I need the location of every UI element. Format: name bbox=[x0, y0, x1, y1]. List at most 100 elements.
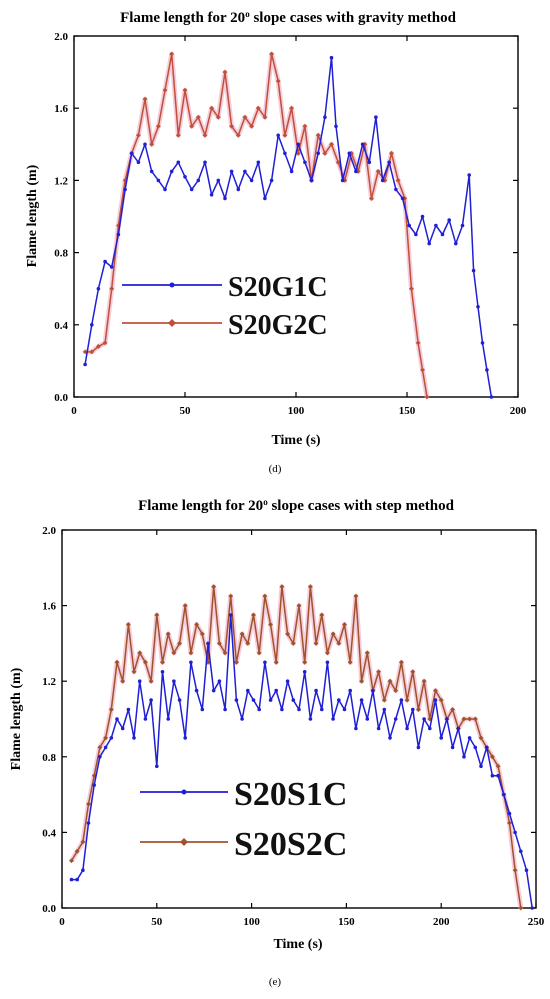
data-point-s20s1c bbox=[160, 670, 165, 674]
data-point-s20s1c bbox=[149, 698, 153, 702]
data-point-s20s2c bbox=[410, 669, 416, 675]
data-point-s20g2c bbox=[96, 344, 101, 349]
x-tick-label: 0 bbox=[71, 405, 77, 417]
data-point-s20g1c bbox=[143, 142, 147, 147]
data-point-s20s1c bbox=[462, 755, 466, 759]
data-point-s20s1c bbox=[143, 717, 148, 721]
data-point-s20g1c bbox=[103, 259, 107, 264]
x-tick-label: 150 bbox=[338, 916, 355, 928]
data-point-s20s2c bbox=[336, 641, 342, 646]
y-tick-label: 0.0 bbox=[42, 903, 56, 915]
data-point-s20s2c bbox=[171, 650, 177, 656]
data-point-s20s1c bbox=[211, 688, 216, 693]
data-point-s20s2c bbox=[114, 659, 120, 665]
data-point-s20g1c bbox=[176, 160, 181, 165]
legend: S20G1C S20G2C bbox=[122, 272, 328, 341]
data-point-s20g2c bbox=[229, 123, 235, 129]
data-point-s20s2c bbox=[245, 641, 251, 646]
data-point-s20g1c bbox=[229, 169, 234, 174]
data-point-s20g2c bbox=[415, 340, 421, 346]
legend: S20S1C S20S2C bbox=[140, 776, 347, 863]
data-point-s20g2c bbox=[102, 340, 108, 346]
data-point-s20s1c bbox=[109, 736, 114, 740]
y-tick-label: 1.2 bbox=[42, 676, 56, 688]
data-point-s20s1c bbox=[297, 707, 301, 712]
data-point-s20g1c bbox=[196, 178, 201, 183]
data-point-s20s2c bbox=[387, 678, 393, 684]
data-point-s20s1c bbox=[69, 877, 74, 882]
data-point-s20s2c bbox=[137, 650, 143, 656]
legend-label-s20s2c: S20S2C bbox=[234, 826, 347, 863]
data-point-s20g2c bbox=[249, 123, 254, 129]
data-point-s20s1c bbox=[120, 726, 125, 731]
data-point-s20g2c bbox=[322, 150, 328, 156]
data-point-s20g1c bbox=[316, 151, 321, 156]
data-point-s20s1c bbox=[416, 745, 421, 750]
data-point-s20s2c bbox=[131, 669, 137, 675]
panel-caption: (e) bbox=[269, 976, 282, 988]
data-point-s20s1c bbox=[92, 783, 96, 787]
data-point-s20g2c bbox=[155, 123, 161, 129]
data-point-s20s1c bbox=[354, 726, 358, 731]
x-tick-label: 200 bbox=[433, 916, 450, 928]
data-point-s20g2c bbox=[389, 150, 394, 156]
data-point-s20s1c bbox=[217, 679, 222, 683]
legend-marker-s20s1c bbox=[181, 789, 187, 795]
data-point-s20s1c bbox=[246, 688, 250, 693]
data-point-s20g2c bbox=[195, 114, 201, 120]
data-point-s20s2c bbox=[154, 612, 160, 618]
data-point-s20g2c bbox=[215, 114, 221, 120]
data-point-s20g1c bbox=[209, 193, 214, 197]
data-point-s20g1c bbox=[360, 142, 365, 147]
data-point-s20g1c bbox=[367, 160, 372, 165]
panel-caption: (d) bbox=[269, 463, 282, 475]
data-point-s20g2c bbox=[222, 69, 228, 75]
legend-marker-s20g1c bbox=[169, 282, 175, 288]
data-point-s20g1c bbox=[136, 160, 141, 165]
data-point-s20g1c bbox=[303, 160, 307, 165]
data-point-s20g1c bbox=[400, 196, 405, 201]
data-point-s20s1c bbox=[331, 717, 335, 721]
data-point-s20g2c bbox=[289, 105, 294, 111]
data-point-s20g1c bbox=[476, 305, 480, 309]
data-point-s20s1c bbox=[251, 698, 256, 702]
data-point-s20s2c bbox=[450, 707, 455, 712]
data-point-s20g1c bbox=[354, 169, 358, 174]
data-point-s20s1c bbox=[166, 717, 170, 721]
data-point-s20g2c bbox=[82, 349, 88, 355]
data-point-s20s1c bbox=[467, 736, 472, 740]
data-point-s20s1c bbox=[371, 688, 375, 693]
data-point-s20s2c bbox=[256, 650, 262, 656]
data-point-s20s2c bbox=[182, 603, 188, 608]
data-point-s20s1c bbox=[183, 736, 187, 740]
data-point-s20s1c bbox=[342, 707, 347, 712]
data-point-s20g1c bbox=[460, 223, 465, 228]
data-point-s20g2c bbox=[269, 51, 274, 57]
data-point-s20g2c bbox=[89, 349, 95, 355]
data-point-s20g1c bbox=[223, 196, 227, 201]
data-point-s20s1c bbox=[81, 868, 85, 872]
data-point-s20s2c bbox=[398, 659, 404, 665]
data-point-s20s1c bbox=[132, 736, 136, 740]
data-point-s20g2c bbox=[262, 114, 268, 120]
data-point-s20s1c bbox=[507, 811, 512, 816]
data-point-s20s1c bbox=[115, 717, 119, 721]
axis-ticks: 0 50 100 150 200 0.0 0.4 0.8 1.2 1.6 2.0 bbox=[54, 31, 527, 417]
data-point-s20g2c bbox=[369, 196, 374, 201]
data-point-s20s2c bbox=[211, 584, 217, 590]
data-point-s20s1c bbox=[257, 707, 262, 712]
data-point-s20g1c bbox=[156, 178, 161, 183]
data-point-s20g1c bbox=[289, 169, 294, 174]
data-point-s20s1c bbox=[98, 755, 102, 759]
data-point-s20g2c bbox=[175, 132, 181, 138]
y-tick-label: 0.0 bbox=[54, 392, 68, 404]
data-point-s20g1c bbox=[447, 218, 452, 222]
data-point-s20g2c bbox=[375, 168, 381, 174]
data-point-s20s2c bbox=[69, 858, 74, 864]
data-point-s20g1c bbox=[149, 169, 154, 174]
data-point-s20g2c bbox=[395, 178, 401, 183]
data-point-s20s1c bbox=[206, 641, 210, 646]
data-point-s20s1c bbox=[268, 698, 273, 702]
data-point-s20s2c bbox=[125, 622, 131, 627]
data-point-s20s1c bbox=[320, 707, 324, 712]
